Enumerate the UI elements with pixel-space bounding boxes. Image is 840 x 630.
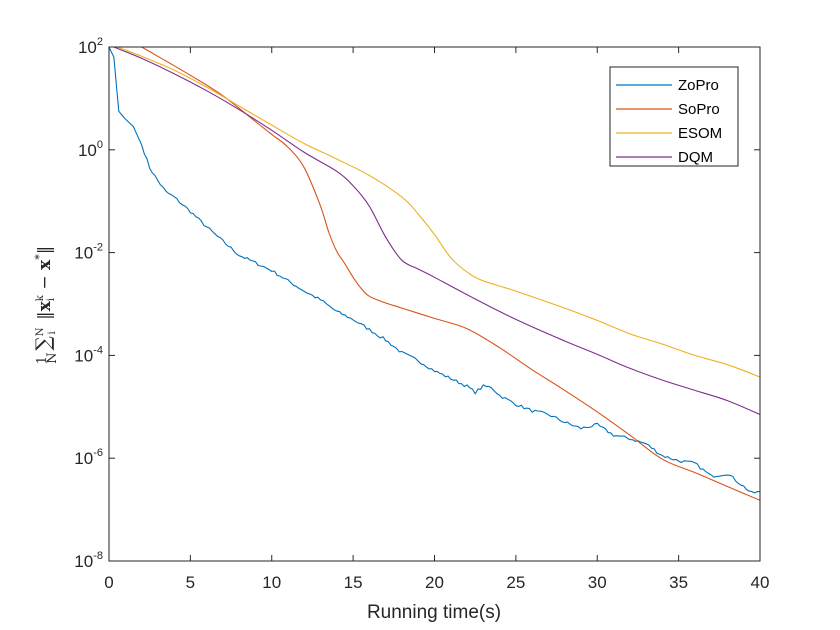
x-tick-label-5: 25 [506, 573, 525, 592]
svg-text:1N∑Ni ‖xki − x*‖: 1N∑Ni ‖xki − x*‖ [31, 246, 60, 364]
legend-label-esom: ESOM [678, 125, 722, 142]
series-line-zopro [109, 47, 760, 494]
x-tick-label-2: 10 [262, 573, 281, 592]
legend-box [609, 66, 739, 167]
legend-label-zopro: ZoPro [678, 77, 719, 94]
x-tick-label-1: 5 [186, 573, 195, 592]
series-line-dqm [113, 47, 760, 416]
x-axis-label: Running time(s) [367, 602, 501, 623]
y-tick-label-2: 10-2 [74, 242, 103, 263]
y-tick-label-3: 10-4 [74, 344, 103, 365]
y-axis-label: 1N∑Ni ‖xki − x*‖ [31, 246, 60, 364]
x-tick-label-8: 40 [751, 573, 770, 592]
x-tick-label-0: 0 [104, 573, 113, 592]
x-tick-label-4: 20 [425, 573, 444, 592]
legend-label-sopro: SoPro [678, 101, 720, 118]
x-tick-label-3: 15 [344, 573, 363, 592]
series-line-esom [116, 47, 760, 378]
y-tick-label-0: 102 [78, 36, 103, 57]
y-tick-label-4: 10-6 [74, 447, 103, 468]
legend: ZoPro SoPro ESOM DQM [609, 66, 739, 167]
y-tick-label-1: 100 [78, 139, 103, 160]
series-line-sopro [141, 47, 760, 501]
y-tick-label-5: 10-8 [74, 550, 103, 571]
x-tick-label-6: 30 [588, 573, 607, 592]
x-tick-label-7: 35 [669, 573, 688, 592]
legend-label-dqm: DQM [678, 149, 713, 166]
